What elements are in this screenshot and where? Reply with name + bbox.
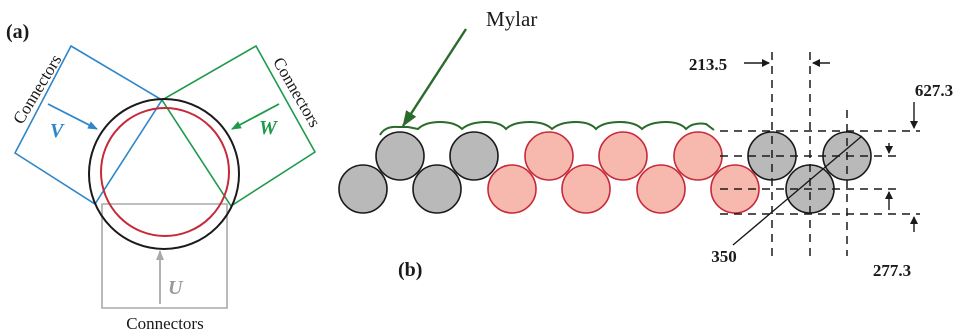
tube-red — [524, 131, 574, 181]
arrow-v — [47, 103, 98, 130]
connector-frame-u — [101, 203, 228, 309]
tube-red — [487, 164, 537, 214]
dim-627-3: 627.3 — [915, 81, 953, 100]
tube-gray — [375, 131, 425, 181]
dimension-arrows — [744, 59, 918, 232]
mylar-film — [379, 120, 715, 136]
tube-red — [598, 131, 648, 181]
panel-a-label: (a) — [6, 21, 29, 43]
connectors-label-left: Connectors — [9, 51, 65, 127]
panel-b-label: (b) — [398, 259, 422, 281]
phase-u-label: U — [168, 277, 184, 299]
dim-277-3: 277.3 — [873, 261, 911, 280]
tube-gray — [412, 164, 462, 214]
panel-b: Mylar — [338, 7, 953, 281]
tube-gray — [449, 131, 499, 181]
inner-conductor-circle — [100, 107, 230, 237]
dimension-lines — [720, 52, 920, 256]
dim-213-5: 213.5 — [689, 55, 727, 74]
arrow-w — [231, 103, 280, 130]
tube-red — [636, 164, 686, 214]
tube-red — [561, 164, 611, 214]
mylar-arrow — [401, 28, 468, 127]
phase-w-label: W — [259, 117, 278, 139]
mylar-label: Mylar — [486, 7, 537, 31]
tube-red — [673, 131, 723, 181]
panel-a: (a) V W U Connectors Connectors Connecto… — [6, 21, 324, 333]
dim-350: 350 — [711, 247, 737, 266]
phase-v-label: V — [50, 120, 65, 142]
tube-gray — [338, 164, 388, 214]
dimension-350-leader — [732, 135, 863, 246]
outer-ring — [88, 98, 240, 250]
connectors-label-bottom: Connectors — [126, 314, 203, 333]
